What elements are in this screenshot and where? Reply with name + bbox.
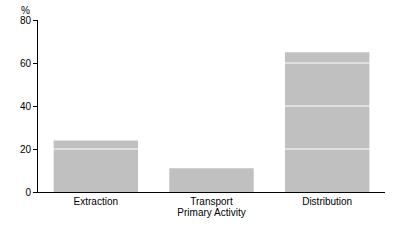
svg-text:40: 40: [20, 101, 32, 112]
svg-text:80: 80: [20, 15, 32, 26]
svg-text:60: 60: [20, 58, 32, 69]
svg-text:Transport: Transport: [190, 196, 233, 207]
svg-text:%: %: [21, 5, 30, 16]
svg-text:20: 20: [20, 144, 32, 155]
svg-text:0: 0: [25, 187, 31, 198]
svg-text:Distribution: Distribution: [302, 196, 352, 207]
svg-text:Extraction: Extraction: [74, 196, 118, 207]
svg-text:Primary Activity: Primary Activity: [177, 207, 245, 218]
